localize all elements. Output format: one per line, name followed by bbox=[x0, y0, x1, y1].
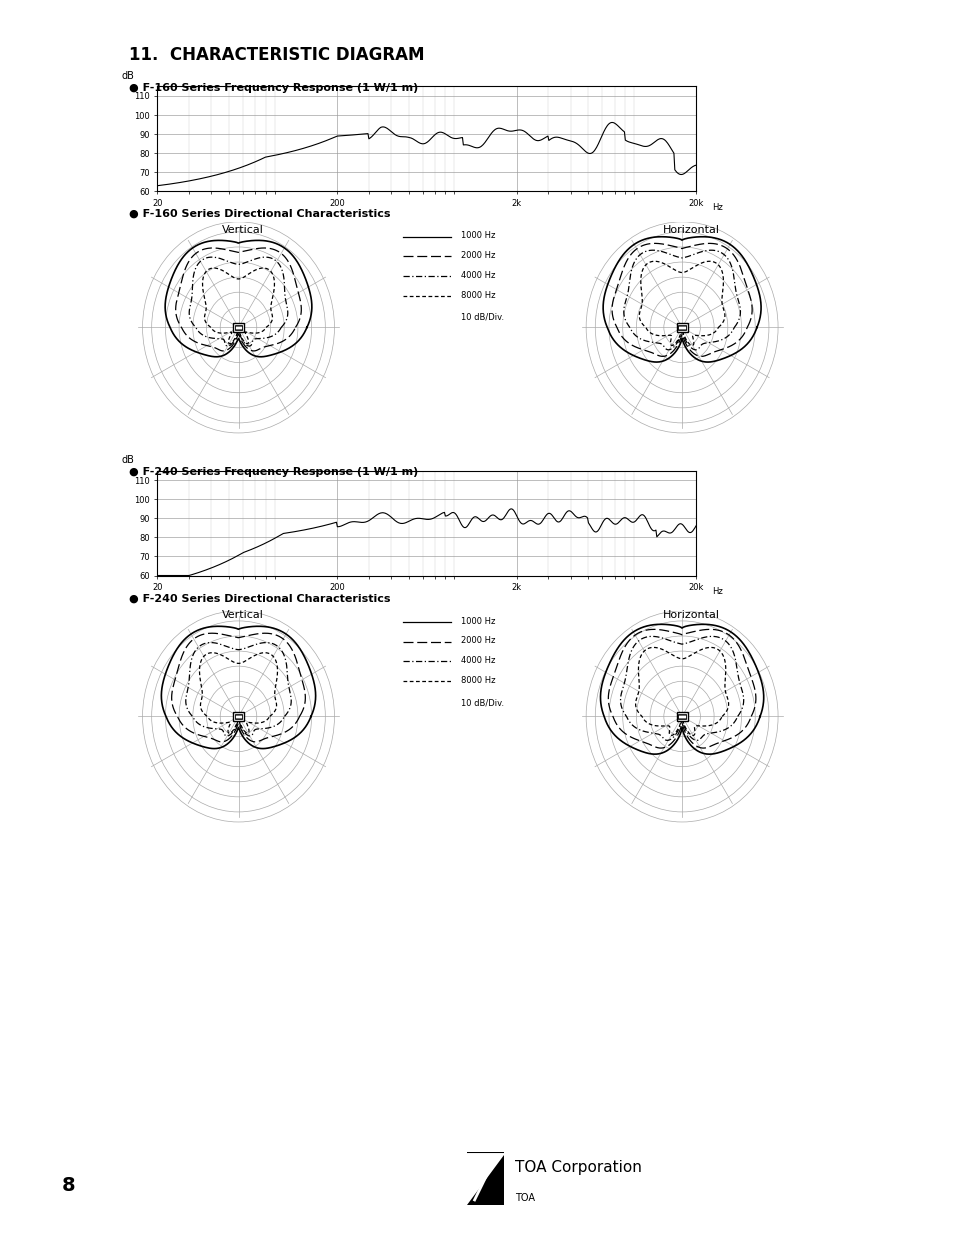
Text: ● F-240 Series Frequency Response (1 W/1 m): ● F-240 Series Frequency Response (1 W/1… bbox=[129, 467, 417, 477]
Bar bbox=[678, 714, 685, 719]
Bar bbox=[676, 711, 687, 721]
Text: 10 dB/Div.: 10 dB/Div. bbox=[460, 698, 503, 708]
Text: Vertical: Vertical bbox=[222, 225, 264, 235]
Bar bbox=[234, 714, 242, 719]
Text: 4000 Hz: 4000 Hz bbox=[460, 656, 495, 666]
Text: 8000 Hz: 8000 Hz bbox=[460, 676, 495, 685]
Text: Horizontal: Horizontal bbox=[662, 610, 720, 620]
Text: 1000 Hz: 1000 Hz bbox=[460, 231, 495, 241]
Bar bbox=[676, 322, 687, 332]
Text: 8000 Hz: 8000 Hz bbox=[460, 290, 495, 300]
Text: Vertical: Vertical bbox=[222, 610, 264, 620]
Text: TOA: TOA bbox=[515, 1193, 535, 1203]
Bar bbox=[234, 325, 242, 330]
Text: TOA Corporation: TOA Corporation bbox=[515, 1160, 641, 1174]
Text: 2000 Hz: 2000 Hz bbox=[460, 251, 495, 261]
Polygon shape bbox=[467, 1155, 503, 1205]
Text: 4000 Hz: 4000 Hz bbox=[460, 270, 495, 280]
Text: 10 dB/Div.: 10 dB/Div. bbox=[460, 312, 503, 322]
Text: ● F-240 Series Directional Characteristics: ● F-240 Series Directional Characteristi… bbox=[129, 594, 390, 604]
Text: dB: dB bbox=[121, 456, 134, 466]
Text: Hz: Hz bbox=[712, 203, 722, 211]
Bar bbox=[678, 325, 685, 330]
Text: 1000 Hz: 1000 Hz bbox=[460, 616, 495, 626]
Bar bbox=[233, 322, 244, 332]
Text: ● F-160 Series Directional Characteristics: ● F-160 Series Directional Characteristi… bbox=[129, 209, 390, 219]
Bar bbox=[233, 711, 244, 721]
Text: Hz: Hz bbox=[712, 587, 722, 595]
Text: 8: 8 bbox=[62, 1176, 75, 1195]
Text: 2000 Hz: 2000 Hz bbox=[460, 636, 495, 646]
Text: Horizontal: Horizontal bbox=[662, 225, 720, 235]
Text: ● F-160 Series Frequency Response (1 W/1 m): ● F-160 Series Frequency Response (1 W/1… bbox=[129, 83, 417, 93]
Text: dB: dB bbox=[121, 72, 134, 82]
Text: 11.  CHARACTERISTIC DIAGRAM: 11. CHARACTERISTIC DIAGRAM bbox=[129, 46, 424, 64]
